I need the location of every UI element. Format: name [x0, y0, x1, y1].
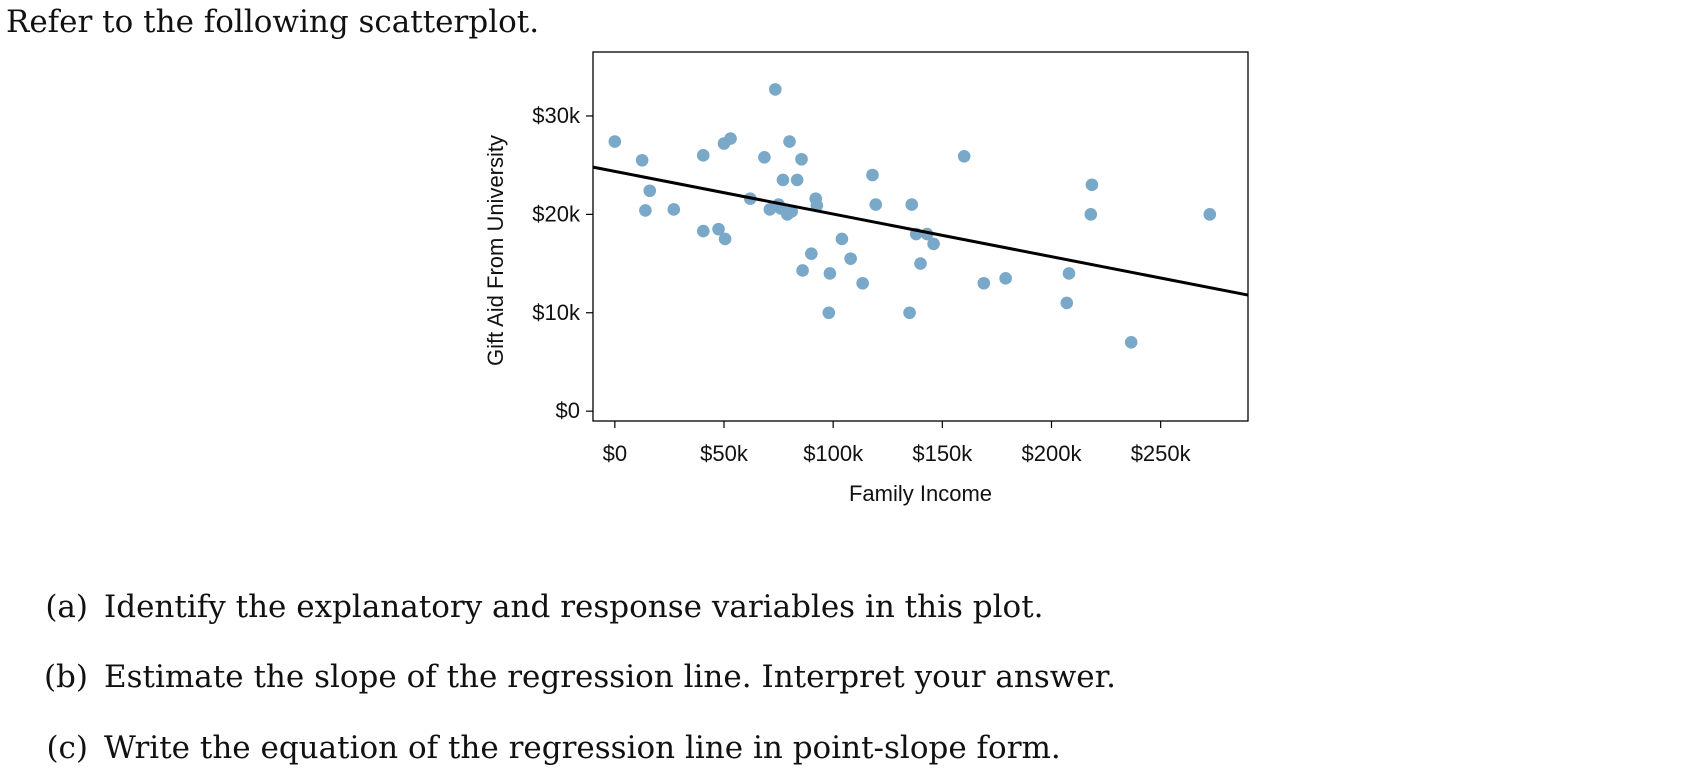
question-c-text: Write the equation of the regression lin…	[104, 730, 1061, 766]
data-point	[1062, 267, 1076, 280]
y-axis-label: Gift Aid From University	[483, 135, 508, 366]
regression-line-layer	[592, 165, 1249, 297]
data-point	[977, 276, 991, 290]
plot-frame	[592, 51, 1249, 422]
data-point	[1060, 296, 1074, 310]
data-point	[1124, 335, 1138, 349]
data-point	[696, 149, 710, 162]
data-point	[914, 257, 927, 270]
x-tick-label: $100k	[803, 441, 864, 466]
data-point	[822, 306, 836, 320]
data-point	[667, 203, 681, 216]
data-point	[796, 264, 809, 277]
data-point	[823, 267, 837, 280]
regression-line	[592, 165, 1249, 297]
data-point	[1203, 208, 1217, 221]
intro-text: Refer to the following scatterplot.	[6, 4, 540, 40]
y-tick-label: $10k	[532, 300, 581, 325]
data-point	[783, 135, 796, 148]
data-point	[696, 224, 710, 238]
data-point	[635, 153, 649, 167]
scatterplot: $0 $10k $20k $30k $0 $50k $100k $150k $200k $250k…	[483, 51, 1249, 506]
question-a: (a) Identify the explanatory and response…	[30, 589, 1044, 625]
axes	[586, 51, 1249, 428]
data-point	[1084, 208, 1098, 221]
x-axis-label: Family Income	[849, 481, 992, 506]
x-tick-label: $200k	[1022, 441, 1083, 466]
data-point	[805, 247, 818, 261]
data-point	[810, 199, 824, 212]
data-point	[758, 150, 771, 164]
data-point	[869, 198, 883, 211]
data-point	[927, 237, 940, 251]
data-point	[905, 198, 919, 211]
data-point	[835, 232, 849, 246]
data-point	[724, 132, 737, 145]
question-a-label: (a)	[45, 589, 88, 625]
question-b-label: (b)	[43, 659, 88, 695]
data-point	[712, 222, 725, 236]
data-point	[718, 232, 732, 246]
data-point	[844, 252, 857, 265]
axis-labels: $0 $10k $20k $30k $0 $50k $100k $150k $200k $250k…	[483, 103, 1192, 506]
data-point	[643, 184, 657, 198]
data-point	[856, 276, 869, 290]
question-c-label: (c)	[46, 730, 88, 766]
data-point	[903, 306, 916, 320]
question-a-text: Identify the explanatory and response va…	[104, 589, 1044, 625]
data-point	[999, 272, 1012, 285]
x-tick-label: $50k	[700, 441, 749, 466]
data-point	[795, 152, 808, 166]
data-point	[608, 135, 622, 148]
x-tick-label: $250k	[1131, 441, 1192, 466]
y-tick-label: $20k	[532, 201, 581, 226]
question-b: (b) Estimate the slope of the regression …	[30, 659, 1116, 695]
data-point	[769, 83, 782, 96]
data-point	[866, 168, 879, 182]
x-tick-label: $0	[603, 441, 627, 466]
question-b-text: Estimate the slope of the regression lin…	[104, 659, 1116, 695]
data-points	[608, 83, 1217, 349]
data-point	[785, 205, 798, 218]
y-tick-label: $30k	[532, 103, 581, 128]
x-tick-label: $150k	[912, 441, 973, 466]
data-point	[1085, 178, 1099, 192]
y-tick-label: $0	[556, 398, 580, 423]
question-c: (c) Write the equation of the regression …	[30, 730, 1061, 766]
data-point	[776, 173, 790, 187]
data-point	[957, 150, 971, 163]
data-point	[790, 173, 804, 187]
data-point	[639, 204, 652, 217]
